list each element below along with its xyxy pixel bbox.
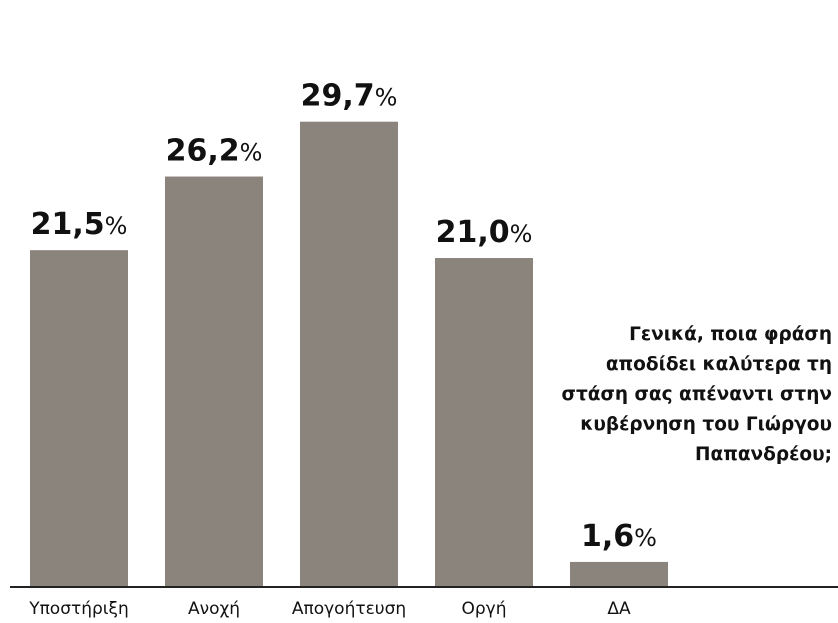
bar-4 xyxy=(435,258,533,587)
question-line: στάση σας απέναντι στην xyxy=(561,384,832,405)
category-label: ΔΑ xyxy=(607,599,631,619)
value-label: 1,6% xyxy=(581,519,657,554)
category-label: Οργή xyxy=(461,599,506,619)
category-labels-group: Υποστήριξη Ανοχή Απογοήτευση Οργή ΔΑ xyxy=(28,599,631,619)
bar-2 xyxy=(165,176,263,588)
bar-5 xyxy=(570,561,668,587)
question-line: Παπανδρέου; xyxy=(695,444,832,465)
question-line: Γενικά, ποια φράση xyxy=(629,324,832,345)
survey-question: Γενικά, ποια φράση αποδίδει καλύτερα τη … xyxy=(502,320,832,470)
value-label: 21,0% xyxy=(436,215,533,250)
bar-1 xyxy=(30,250,128,587)
bar-3 xyxy=(300,121,398,587)
value-label: 26,2% xyxy=(166,134,263,169)
category-label: Ανοχή xyxy=(188,599,240,619)
category-label: Απογοήτευση xyxy=(292,599,406,619)
question-line: κυβέρνηση του Γιώργου xyxy=(580,414,832,435)
question-line: αποδίδει καλύτερα τη xyxy=(605,354,832,375)
value-label: 21,5% xyxy=(31,207,128,242)
value-label: 29,7% xyxy=(301,79,398,114)
value-labels-group: 21,5% 26,2% 29,7% 21,0% 1,6% xyxy=(31,79,657,554)
bars-group xyxy=(30,121,668,588)
category-label: Υποστήριξη xyxy=(28,599,129,619)
